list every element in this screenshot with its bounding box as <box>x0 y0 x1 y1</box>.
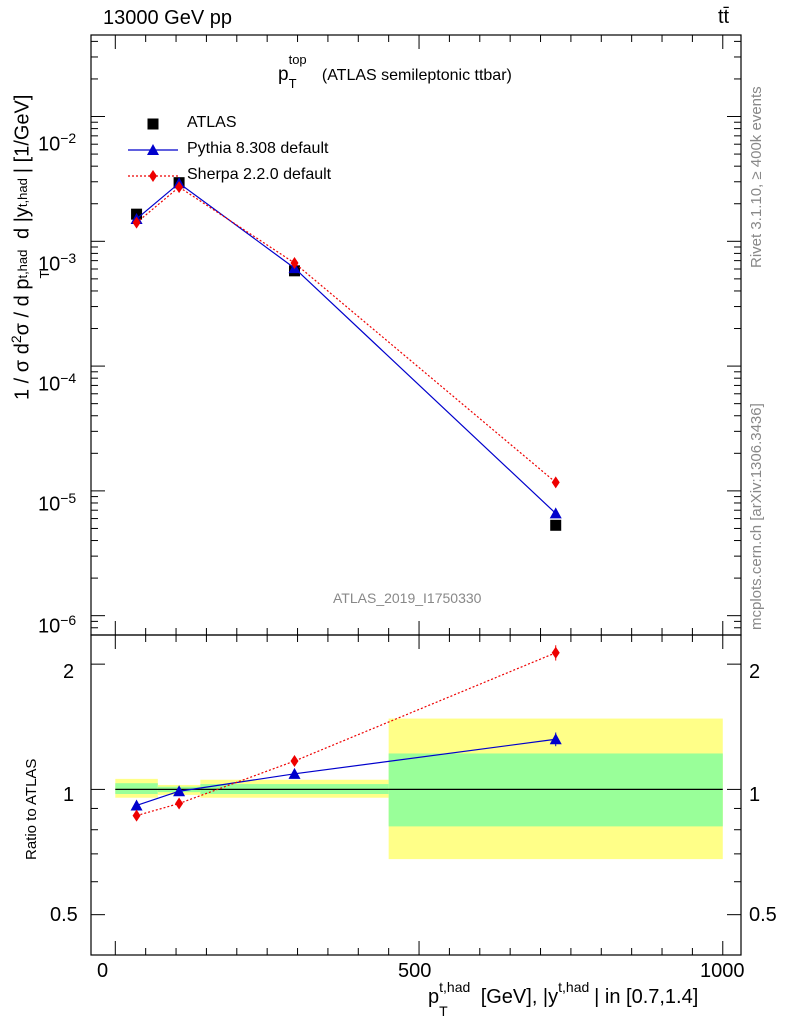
legend-label-pythia: Pythia 8.308 default <box>187 140 329 157</box>
analysis-tag: ATLAS_2019_I1750330 <box>333 590 482 606</box>
ratio-ytick-label-right: 1 <box>749 784 761 806</box>
ratio-point-2 <box>290 755 299 768</box>
plot-title: p top T (ATLAS semileptonic ttbar) <box>278 52 512 91</box>
ratio-point-1 <box>173 785 186 797</box>
xtick-label: 1000 <box>700 960 745 982</box>
ratio-point-2 <box>551 646 560 659</box>
axis-ticks <box>91 35 741 956</box>
legend-marker-2 <box>149 170 157 182</box>
legend-marker-1 <box>147 144 159 155</box>
main-ytick-label: 10−6 <box>38 612 77 638</box>
ratio-point-2 <box>175 797 184 810</box>
legend-marker-0 <box>147 118 159 130</box>
data-point-2 <box>175 181 184 194</box>
data-point-2 <box>551 476 560 489</box>
series-line-1 <box>136 182 557 514</box>
plot-title-sup: top <box>288 52 307 67</box>
ratio-y-axis-label: Ratio to ATLAS <box>23 758 40 860</box>
ratio-panel-frame <box>90 634 742 956</box>
ratio-point-1 <box>288 767 301 779</box>
energy-label: 13000 GeV pp <box>103 7 232 29</box>
xtick-label: 500 <box>398 960 432 982</box>
main-y-axis-label: 1 / σ d2σ / d p t,had T d |y t,had | [1/GeV] <box>8 94 52 400</box>
plot-title-p: p <box>278 64 289 85</box>
ratio-band-green <box>115 783 158 794</box>
ratio-point-2 <box>132 809 141 822</box>
mcplots-tag: mcplots.cern.ch [arXiv:1306.3436] <box>748 403 765 630</box>
data-point-2 <box>132 216 141 229</box>
data-point-0 <box>550 519 562 531</box>
process-label: tt̄ <box>718 6 730 28</box>
data-point-1 <box>549 507 562 519</box>
ratio-ytick-label-left: 2 <box>63 661 75 683</box>
legend-markers <box>128 118 178 182</box>
series-line-2 <box>136 186 557 483</box>
x-axis-label: p t,had T [GeV], |y t,had | in [0.7,1.4] <box>428 979 699 1019</box>
main-ytick-label: 10−5 <box>38 490 77 516</box>
legend-label-sherpa: Sherpa 2.2.0 default <box>187 166 332 183</box>
main-ytick-label: 10−2 <box>38 130 77 156</box>
main-ytick-label: 10−4 <box>38 370 77 396</box>
data-series <box>130 177 562 822</box>
ratio-point-1 <box>549 733 562 745</box>
ratio-ytick-label-left: 0.5 <box>50 904 78 926</box>
legend-label-atlas: ATLAS <box>187 114 237 131</box>
ratio-ytick-label-left: 1 <box>63 784 75 806</box>
plot-title-rest: (ATLAS semileptonic ttbar) <box>321 67 512 84</box>
ratio-ytick-label-right: 2 <box>749 661 761 683</box>
ratio-point-1 <box>130 799 143 811</box>
ratio-line-2 <box>136 652 556 817</box>
rivet-tag: Rivet 3.1.10, ≥ 400k events <box>748 86 765 268</box>
ratio-uncertainty-bands <box>115 718 723 860</box>
data-point-2 <box>290 257 299 270</box>
plot-title-sub: T <box>288 76 297 91</box>
xtick-label: 0 <box>97 960 109 982</box>
main-ytick-label: 10−3 <box>38 250 77 276</box>
ratio-ytick-label-right: 0.5 <box>749 904 777 926</box>
